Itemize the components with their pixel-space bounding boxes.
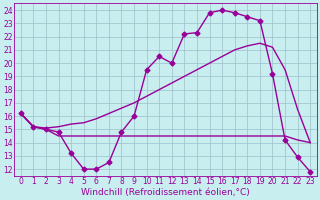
X-axis label: Windchill (Refroidissement éolien,°C): Windchill (Refroidissement éolien,°C) <box>81 188 250 197</box>
